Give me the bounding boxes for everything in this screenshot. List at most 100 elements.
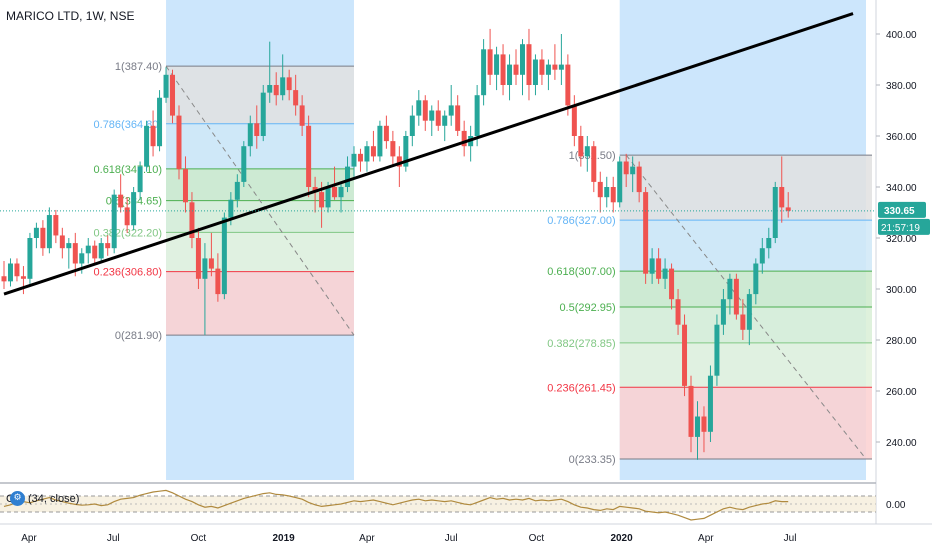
- candle-body: [720, 299, 726, 325]
- price-tick-label: 320.00: [886, 234, 917, 245]
- time-tick-label: Oct: [191, 533, 207, 544]
- fib-level-label: 0(281.90): [115, 330, 162, 342]
- candle-body: [636, 166, 642, 193]
- settings-badge-icon[interactable]: ⚙: [10, 491, 25, 506]
- candle-body: [189, 202, 195, 238]
- fib-zone: [619, 155, 872, 221]
- candle-body: [163, 74, 169, 98]
- candle-body: [273, 85, 279, 96]
- candle-body: [701, 416, 707, 432]
- candle-body: [656, 258, 662, 279]
- candle-body: [59, 235, 65, 249]
- candle-body: [1, 276, 7, 282]
- candle-body: [442, 115, 448, 126]
- fib-level-label: 0.5(292.95): [559, 302, 615, 314]
- candle-body: [403, 136, 409, 167]
- candle-body: [552, 64, 558, 70]
- candle-body: [306, 125, 312, 187]
- candle-body: [215, 268, 221, 295]
- candle-body: [157, 97, 163, 147]
- fib-zone: [619, 342, 872, 388]
- candle-body: [293, 90, 299, 106]
- candle-body: [487, 49, 493, 75]
- candle-body: [118, 194, 124, 208]
- candle-body: [727, 278, 733, 300]
- candle-body: [494, 54, 500, 75]
- candle-body: [623, 161, 629, 175]
- price-tick-label: 340.00: [886, 183, 917, 194]
- candle-body: [325, 187, 331, 208]
- candle-body: [46, 215, 52, 249]
- price-tick-label: 240.00: [886, 438, 917, 449]
- candle-body: [383, 125, 389, 142]
- candle-body: [759, 248, 765, 264]
- fib-level-label: 0(233.35): [569, 454, 616, 466]
- candle-body: [578, 136, 584, 157]
- price-tick-label: 260.00: [886, 387, 917, 398]
- candle-body: [694, 416, 700, 437]
- candle-body: [422, 100, 428, 121]
- price-tags: 330.65 21:57:19 0.00: [878, 201, 930, 511]
- candle-body: [345, 166, 351, 187]
- time-tick-label: Apr: [698, 533, 714, 544]
- candle-body: [202, 258, 208, 279]
- candle-body: [746, 294, 752, 330]
- candle-body: [507, 64, 513, 85]
- time-tick-label: Jul: [445, 533, 458, 544]
- candle-body: [545, 64, 551, 75]
- candle-body: [111, 194, 117, 249]
- time-tick-label: Oct: [529, 533, 545, 544]
- fib-zone: [166, 66, 354, 124]
- candle-body: [182, 169, 188, 203]
- trendline-line: [3, 12, 854, 296]
- price-tick-label: 400.00: [886, 30, 917, 41]
- candle-body: [714, 324, 720, 376]
- fib-level-label: 0.236(261.45): [547, 382, 616, 394]
- candle-body: [571, 105, 577, 136]
- candle-body: [377, 125, 383, 157]
- candle-body: [766, 238, 772, 249]
- candle-body: [513, 64, 519, 75]
- candle-body: [247, 123, 253, 147]
- time-tick-label: Apr: [359, 533, 375, 544]
- price-tick-label: 360.00: [886, 132, 917, 143]
- candle-body: [682, 324, 688, 386]
- candle-body: [396, 156, 402, 167]
- candle-body: [785, 207, 791, 211]
- candle-body: [150, 125, 156, 147]
- fib-level-label: 0.618(307.00): [547, 266, 616, 278]
- fib-zone: [619, 271, 872, 307]
- candle-body: [260, 92, 266, 136]
- candle-body: [221, 217, 227, 295]
- candle-body: [643, 192, 649, 274]
- candle-body: [539, 59, 545, 75]
- candle-body: [740, 314, 746, 330]
- countdown-tag: [878, 218, 930, 235]
- candle-body: [474, 95, 480, 136]
- candle-body: [604, 187, 610, 198]
- candle-body: [532, 59, 538, 85]
- candle-body: [195, 238, 201, 279]
- candle-body: [312, 187, 318, 193]
- cci-line: [3, 489, 789, 521]
- candle-body: [409, 115, 415, 136]
- candle-body: [53, 215, 59, 236]
- candle-body: [27, 238, 33, 279]
- symbol-title[interactable]: MARICO LTD, 1W, NSE: [6, 9, 135, 23]
- candle-body: [364, 146, 370, 162]
- candle-body: [688, 385, 694, 437]
- candle-body: [753, 263, 759, 295]
- candle-body: [610, 187, 616, 203]
- fib-zone: [166, 271, 354, 336]
- countdown-label: 21:57:19: [881, 223, 920, 234]
- time-tick-label: 2019: [272, 533, 295, 544]
- candle-body: [707, 375, 713, 432]
- candle-body: [351, 153, 357, 167]
- candle-body: [228, 199, 234, 218]
- candle-body: [370, 146, 376, 157]
- fib-level-label: 1(387.40): [115, 61, 162, 73]
- candle-body: [338, 187, 344, 198]
- candle-body: [617, 161, 623, 203]
- candle-body: [675, 299, 681, 325]
